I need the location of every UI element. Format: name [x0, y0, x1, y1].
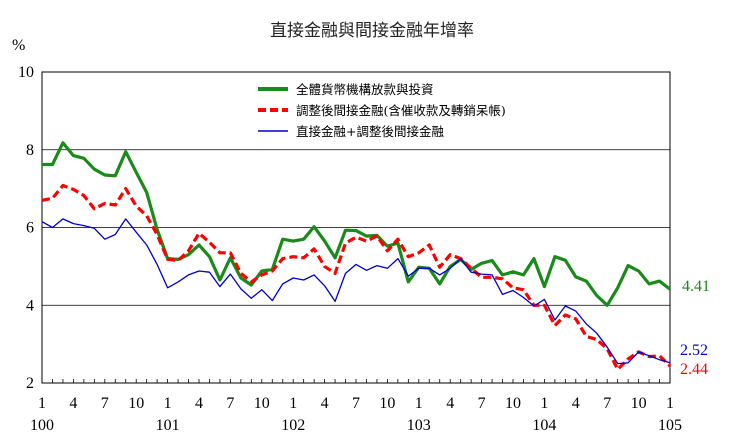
x-tick-label: 7 [478, 395, 486, 412]
x-tick-label: 1 [289, 395, 297, 412]
x-tick-label: 1 [38, 395, 46, 412]
series-line-3 [41, 218, 671, 365]
x-tick-label: 4 [69, 395, 77, 412]
x-tick-label: 4 [195, 395, 203, 412]
x-tick-label: 1 [666, 395, 674, 412]
y-tick-label: 6 [26, 220, 34, 237]
chart-title: 直接金融與間接金融年增率 [270, 21, 474, 41]
x-year-label: 102 [281, 417, 305, 434]
legend: 全體貨幣機構放款與投資 調整後間接金融(含催收款及轉銷呆帳) 直接金融+調整後間… [258, 82, 506, 139]
x-year-label: 104 [532, 417, 556, 434]
y-unit-label: % [12, 37, 25, 54]
y-tick-label: 10 [18, 64, 34, 81]
x-tick-label: 10 [631, 395, 647, 412]
x-tick-label: 1 [164, 395, 172, 412]
x-tick-label: 7 [101, 395, 109, 412]
x-tick-label: 7 [352, 395, 360, 412]
x-tick-label: 10 [505, 395, 521, 412]
end-label-series1: 4.41 [682, 278, 710, 295]
x-tick-label: 4 [572, 395, 580, 412]
x-year-label: 105 [658, 417, 682, 434]
series-line-1 [42, 141, 671, 307]
y-tick-label: 8 [26, 142, 34, 159]
x-tick-label: 1 [540, 395, 548, 412]
x-tick-label: 7 [226, 395, 234, 412]
x-tick-label: 7 [603, 395, 611, 412]
y-tick-label: 4 [26, 297, 34, 314]
x-tick-label: 4 [321, 395, 329, 412]
x-tick-label: 1 [415, 395, 423, 412]
x-tick-label: 10 [128, 395, 144, 412]
legend-label-series1: 全體貨幣機構放款與投資 [296, 82, 434, 97]
y-tick-labels: 2 4 6 8 10 [18, 64, 34, 392]
x-year-label: 101 [156, 417, 180, 434]
x-tick-label: 4 [446, 395, 454, 412]
end-label-series3: 2.52 [680, 342, 708, 359]
legend-label-series2: 調整後間接金融(含催收款及轉銷呆帳) [296, 103, 506, 118]
axes [41, 71, 671, 384]
series-line-2 [41, 183, 672, 371]
x-tick-label: 10 [379, 395, 395, 412]
x-tick-label: 10 [254, 395, 270, 412]
y-tick-label: 2 [26, 375, 34, 392]
legend-label-series3: 直接金融+調整後間接金融 [296, 124, 444, 139]
x-year-label: 100 [30, 417, 54, 434]
end-label-series2: 2.44 [680, 361, 708, 378]
x-year-label: 103 [407, 417, 431, 434]
gridlines [42, 149, 670, 306]
series-lines [41, 141, 672, 371]
